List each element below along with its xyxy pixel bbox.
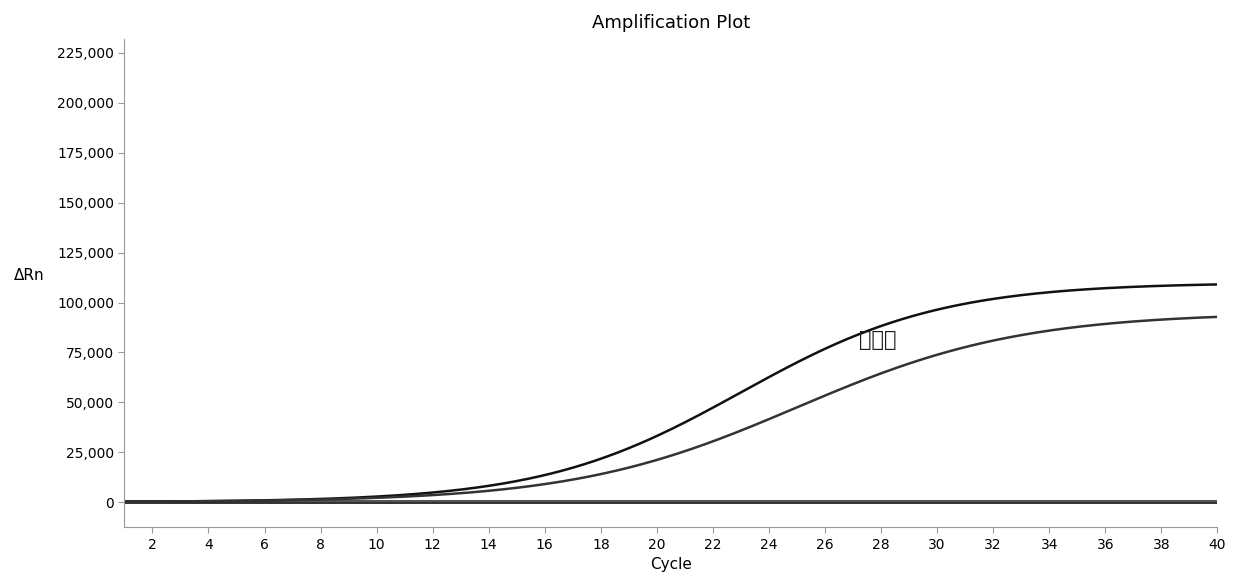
X-axis label: Cycle: Cycle [650,557,692,572]
Title: Amplification Plot: Amplification Plot [591,14,750,32]
Y-axis label: ΔRn: ΔRn [14,268,45,283]
Text: 杂合型: 杂合型 [858,331,897,350]
